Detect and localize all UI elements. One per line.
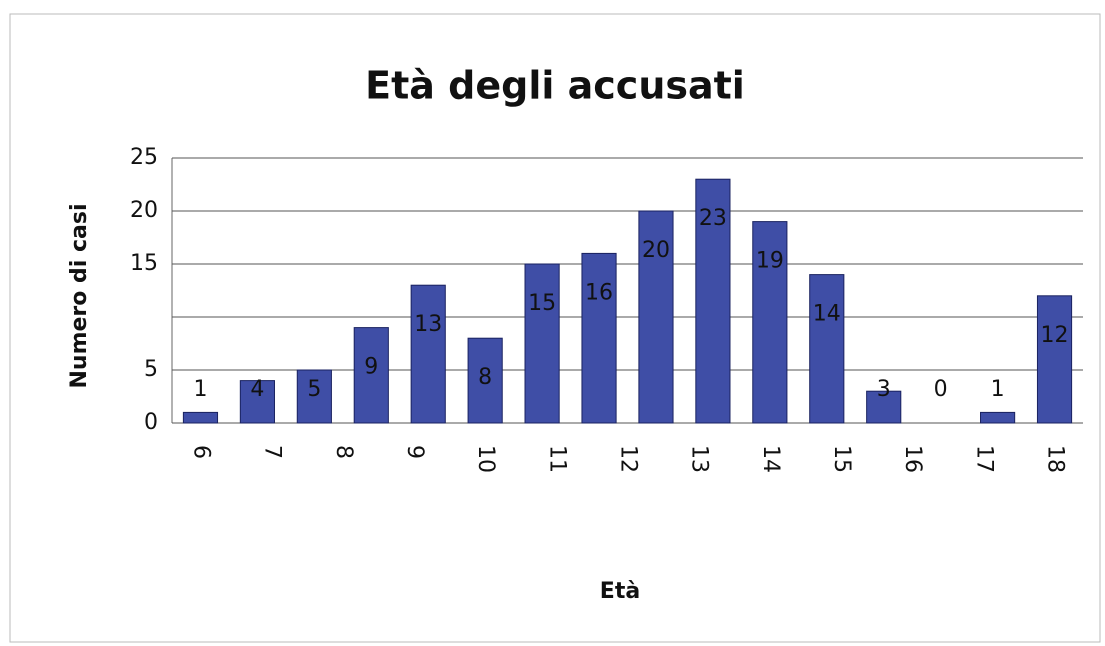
bar	[752, 221, 788, 424]
x-tick-label: 8	[331, 445, 356, 459]
data-label: 3	[877, 377, 891, 402]
x-tick-label: 12	[616, 445, 641, 473]
x-tick-label: 16	[900, 445, 925, 473]
data-label: 9	[364, 355, 378, 380]
y-tick-label: 20	[130, 198, 158, 223]
data-label: 4	[250, 377, 264, 402]
x-tick-label: 17	[971, 445, 996, 473]
y-tick-label: 0	[144, 410, 158, 435]
x-tick-label: 14	[758, 445, 783, 473]
x-axis-label: Età	[600, 579, 640, 604]
bar	[1036, 295, 1073, 424]
y-axis-label: Numero di casi	[67, 203, 92, 388]
data-label: 16	[585, 280, 613, 305]
data-label: 15	[528, 291, 556, 316]
data-label: 14	[813, 302, 841, 327]
data-label: 1	[193, 377, 207, 402]
bar	[296, 369, 332, 424]
x-tick-label: 18	[1043, 445, 1068, 473]
bar	[980, 411, 1016, 424]
bar	[524, 263, 560, 424]
y-tick-label: 15	[130, 251, 158, 276]
bar	[638, 210, 674, 424]
data-label: 13	[414, 312, 442, 337]
data-label: 12	[1041, 323, 1069, 348]
x-tick-label: 15	[829, 445, 854, 473]
data-label: 8	[478, 365, 492, 390]
data-label: 20	[642, 238, 670, 263]
bar	[467, 337, 503, 424]
x-tick-label: 9	[402, 445, 427, 459]
y-tick-label: 25	[130, 145, 158, 170]
x-tick-label: 6	[188, 445, 213, 459]
chart-title: Età degli accusati	[365, 64, 745, 108]
bar	[866, 390, 902, 424]
bar	[182, 411, 219, 424]
data-label: 19	[756, 249, 784, 274]
data-label: 5	[307, 377, 321, 402]
x-tick-label: 10	[473, 445, 498, 473]
bar	[809, 274, 845, 424]
x-tick-label: 11	[544, 445, 569, 473]
x-tick-label: 13	[687, 445, 712, 473]
x-tick-label: 7	[260, 445, 285, 459]
bar	[581, 252, 617, 424]
bar	[239, 380, 275, 424]
bar	[353, 327, 389, 424]
bar	[695, 178, 731, 424]
data-label: 0	[934, 377, 948, 402]
data-label: 23	[699, 206, 727, 231]
data-label: 1	[991, 377, 1005, 402]
bar	[410, 284, 446, 424]
y-tick-label: 5	[144, 357, 158, 382]
